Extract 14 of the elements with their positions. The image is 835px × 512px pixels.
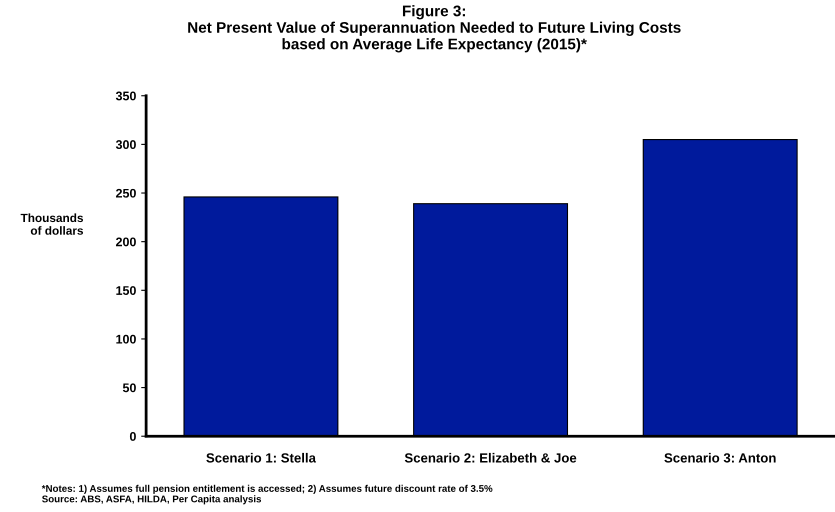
x-tick-label: Scenario 2: Elizabeth & Joe [404,452,576,463]
x-tick-label: Scenario 1: Stella [206,452,316,463]
y-tick-label: 300 [116,140,136,150]
text: *Notes: 1) Assumes full pension entitlement is accessed; 2) Assumes future discount rate of 3.5% Source: ABS, ASFA, HILDA, Per Capita analysis [42,484,492,504]
x-tick-label: Scenario 3: Anton [664,452,776,463]
y-tick-label: 250 [116,188,136,198]
chart-title: Figure 3: Net Present Value of Superannuation Needed to Future Living Costs based on Average Life Expectancy (2015)* [188,5,681,52]
y-tick-label: 50 [122,383,136,392]
y-axis-title: Thousands of dollars [20,213,84,235]
y-tick-label: 0 [130,432,136,441]
y-tick-label: 200 [116,237,136,246]
y-tick-label: 350 [116,92,136,100]
y-tick-label: 100 [116,334,136,344]
y-tick-label: 150 [116,286,136,295]
